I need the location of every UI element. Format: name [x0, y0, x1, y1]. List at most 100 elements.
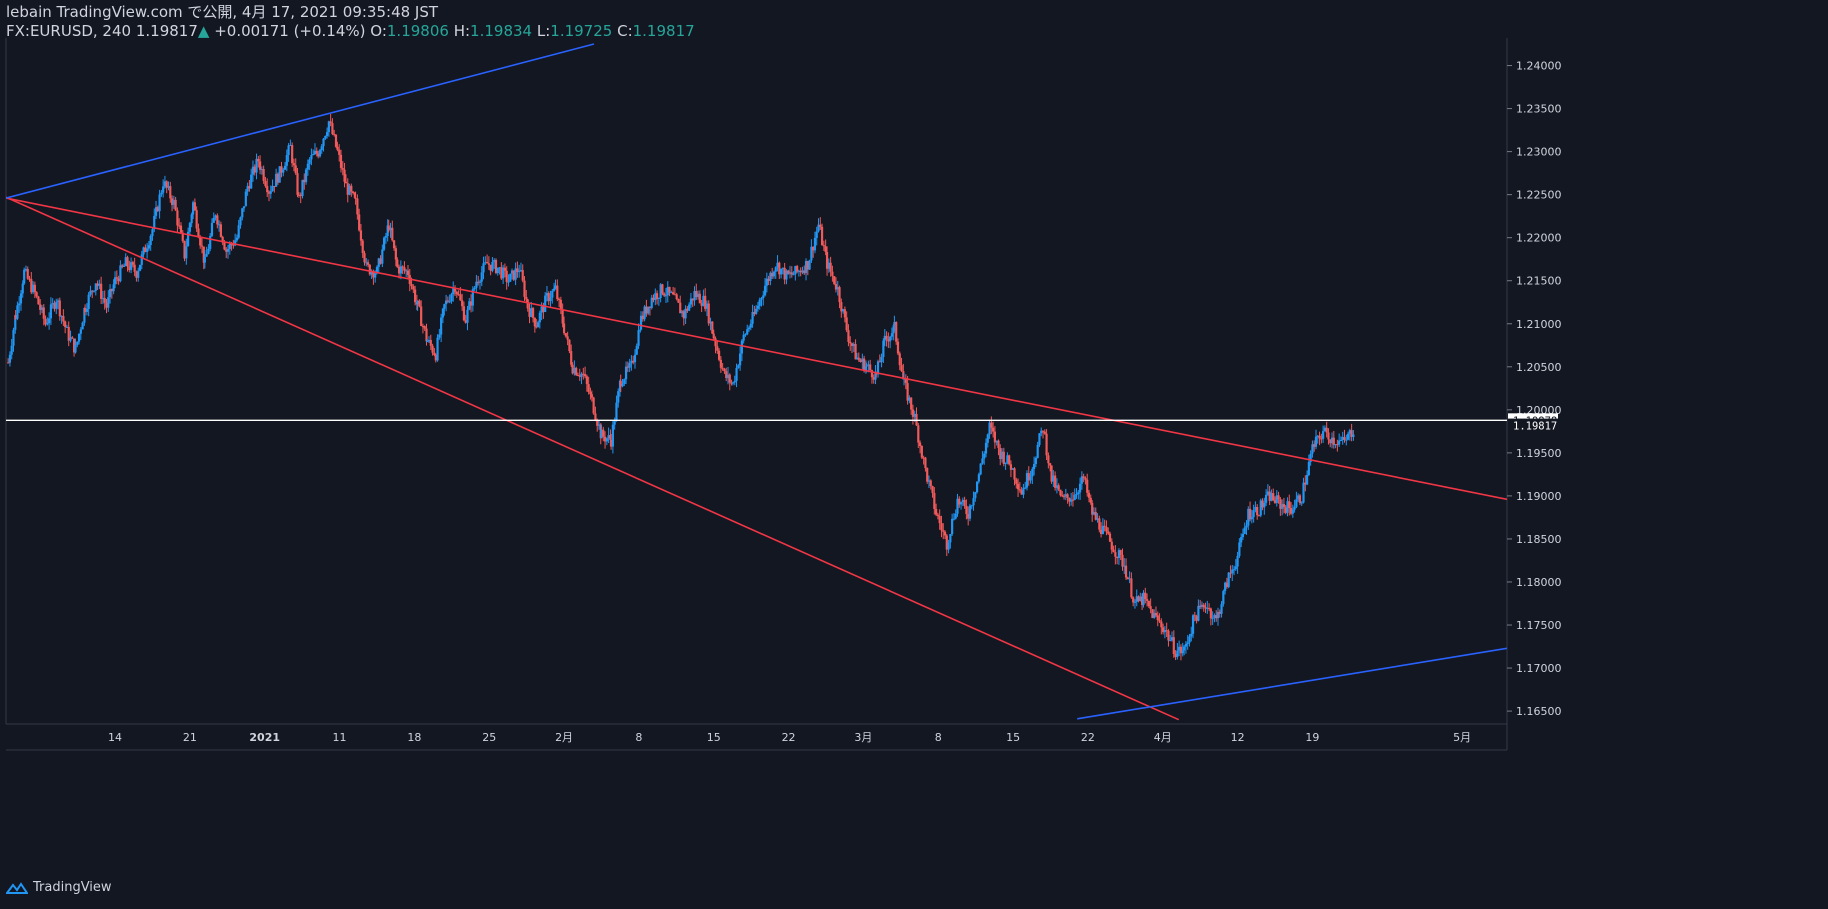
candle-body	[829, 262, 832, 272]
candle-body	[785, 270, 788, 280]
candle-body	[600, 429, 603, 439]
candle-body	[429, 339, 432, 346]
candle-body	[624, 366, 628, 380]
candle-body	[621, 383, 624, 387]
candle-body	[410, 284, 413, 287]
candle-body	[1213, 615, 1216, 618]
candle-body	[1031, 469, 1034, 477]
candle-body	[176, 210, 179, 226]
candle-body	[988, 422, 991, 435]
candle-body	[970, 505, 973, 507]
price-axis[interactable]: 1.16500 1.17000 1.17500 1.18000 1.18500 1.190…	[1507, 60, 1562, 719]
candle-body	[1313, 444, 1316, 447]
candle-body	[869, 364, 872, 371]
candle-body	[1167, 630, 1170, 641]
candle-body	[672, 292, 675, 295]
candle-body	[663, 293, 666, 296]
candle-body	[778, 262, 781, 275]
candle-body	[190, 214, 193, 224]
candle-body	[628, 363, 631, 368]
candle-body	[60, 315, 63, 317]
candle-body	[1322, 431, 1325, 439]
candle-body	[49, 304, 53, 319]
candle-body	[799, 270, 802, 273]
candle-body	[234, 240, 237, 246]
candle-body	[283, 165, 287, 170]
candle-body	[1316, 435, 1319, 437]
candle-body	[33, 284, 36, 293]
candle-body	[1098, 518, 1101, 530]
candle-body	[406, 270, 410, 275]
candle-body	[96, 283, 99, 286]
candle-body	[587, 384, 590, 392]
candle-body	[502, 267, 505, 279]
candle-body	[827, 262, 830, 269]
candle-body	[365, 262, 368, 264]
candle-body	[1154, 613, 1158, 616]
candle-body	[431, 345, 434, 353]
candle-body	[721, 367, 724, 369]
candle-body	[910, 397, 913, 410]
candle-body	[682, 311, 685, 319]
candle-body	[924, 457, 927, 469]
close-label: C:	[617, 22, 633, 40]
candle-body	[1162, 627, 1165, 633]
candle-body	[657, 297, 660, 299]
candle-body	[1073, 494, 1076, 500]
candle-body	[188, 223, 191, 232]
candle-body	[366, 262, 370, 265]
candle-body	[552, 288, 556, 291]
last-price: 1.19817	[135, 22, 198, 40]
candle-body	[771, 272, 774, 277]
candle-body	[893, 322, 896, 326]
candle-body	[1259, 500, 1262, 516]
candle-body	[596, 420, 599, 426]
candle-body	[1248, 508, 1252, 520]
candle-body	[1327, 432, 1330, 440]
candle-body	[480, 272, 483, 282]
candle-body	[783, 267, 786, 280]
candle-body	[556, 285, 559, 300]
candle-body	[331, 123, 334, 135]
candle-body	[1227, 572, 1230, 587]
candle-body	[1061, 495, 1064, 497]
candle-body	[1128, 578, 1131, 580]
candle-body	[1126, 577, 1129, 580]
candle-body	[1181, 650, 1184, 654]
candle-body	[1002, 451, 1005, 464]
candle-body	[984, 442, 988, 454]
candle-body	[538, 312, 541, 323]
candle-body	[776, 262, 779, 268]
candle-body	[64, 321, 67, 328]
candle-body	[394, 248, 397, 260]
candle-body	[461, 300, 464, 307]
candle-body	[1325, 427, 1328, 433]
price-tick-label: 1.18000	[1516, 576, 1562, 589]
candle-body	[974, 492, 977, 499]
candle-body	[647, 306, 650, 314]
candle-body	[1156, 615, 1159, 621]
candle-body	[825, 251, 829, 269]
candle-body	[361, 240, 364, 254]
candle-body	[840, 302, 843, 312]
candle-body	[205, 253, 208, 257]
candle-body	[381, 249, 384, 264]
candle-body	[744, 334, 747, 336]
candle-body	[896, 341, 900, 354]
candle-body	[146, 248, 149, 253]
candle-body	[315, 150, 318, 154]
candle-body	[1300, 502, 1303, 504]
candle-body	[375, 266, 379, 274]
time-axis[interactable]: 14 21 2021 11 18 25 2月 8 15 22 3月 8 15 22 4月 12 19 5月	[108, 731, 1471, 744]
candle-body	[312, 154, 315, 156]
candle-body	[246, 186, 249, 192]
candle-body	[214, 215, 217, 218]
tradingview-logo[interactable]: TradingView	[6, 880, 112, 895]
candle-body	[14, 315, 17, 330]
candle-body	[637, 330, 640, 346]
candle-body	[377, 258, 380, 267]
candle-body	[831, 271, 834, 277]
candle-body	[287, 145, 290, 156]
candle-body	[35, 292, 38, 297]
